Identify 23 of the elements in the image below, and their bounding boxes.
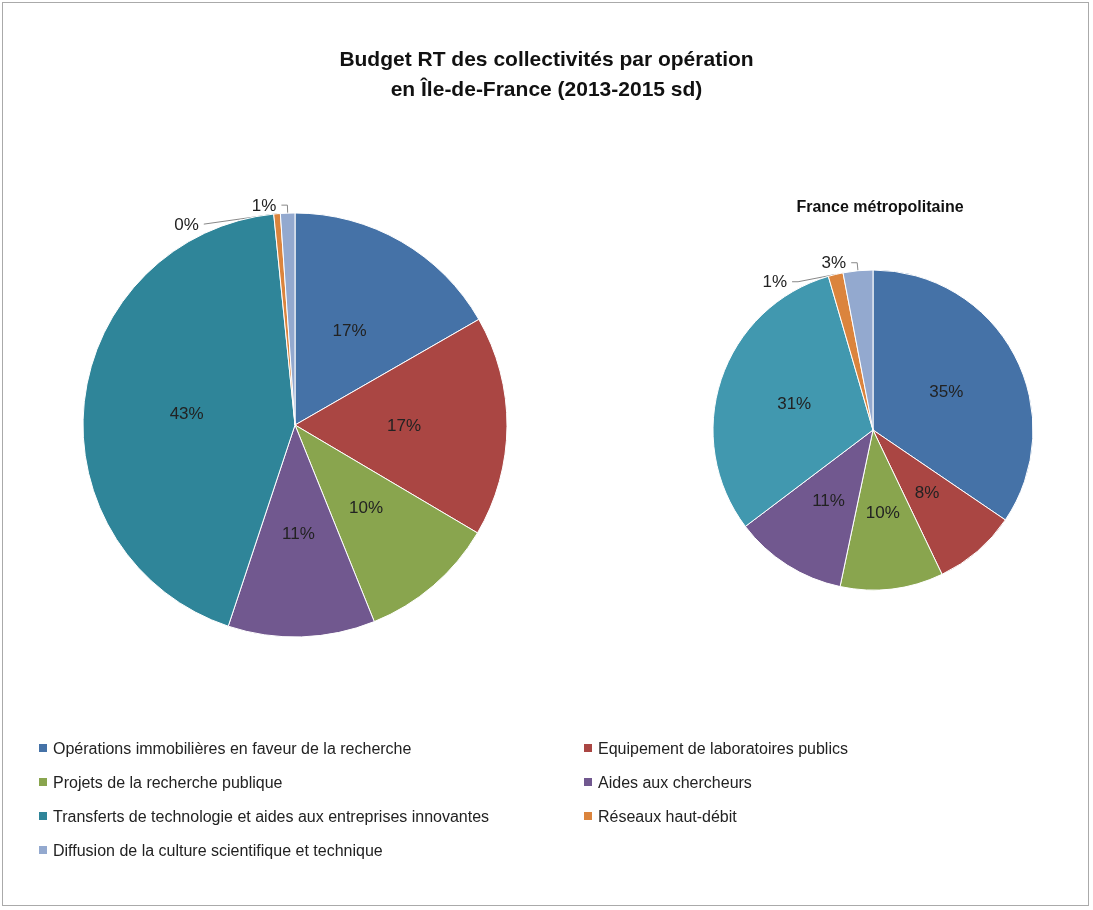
data-label: 43% — [169, 403, 204, 423]
data-label: 11% — [282, 524, 315, 544]
legend-label: Réseaux haut-débit — [598, 807, 738, 825]
legend-label: Transferts de technologie et aides aux entreprises innovantes — [53, 807, 490, 825]
legend-label: Equipement de laboratoires publics — [598, 739, 848, 757]
data-label: 17% — [386, 416, 422, 436]
chart-title: France métropolitaine — [796, 198, 964, 216]
data-label: 17% — [332, 321, 367, 341]
data-label: 3% — [821, 253, 847, 273]
data-label: 31% — [777, 394, 812, 414]
legend-label: Aides aux chercheurs — [598, 773, 752, 791]
data-label: 35% — [929, 381, 964, 401]
data-label: 8% — [914, 483, 940, 503]
data-label: 1% — [251, 195, 277, 215]
data-label: 1% — [762, 272, 788, 292]
legend-label: Opérations immobilières en faveur de la recherche — [53, 739, 412, 757]
data-label: 10% — [349, 498, 384, 518]
data-label: 11% — [812, 490, 845, 510]
legend-label: Projets de la recherche publique — [53, 773, 283, 791]
data-label: 10% — [865, 502, 900, 522]
data-label: 0% — [174, 214, 199, 234]
chart-title: Budget RT des collectivités par opération en Île-de-France (2013-2015 sd) — [339, 46, 754, 101]
legend-label: Diffusion de la culture scientifique et technique — [53, 841, 383, 859]
